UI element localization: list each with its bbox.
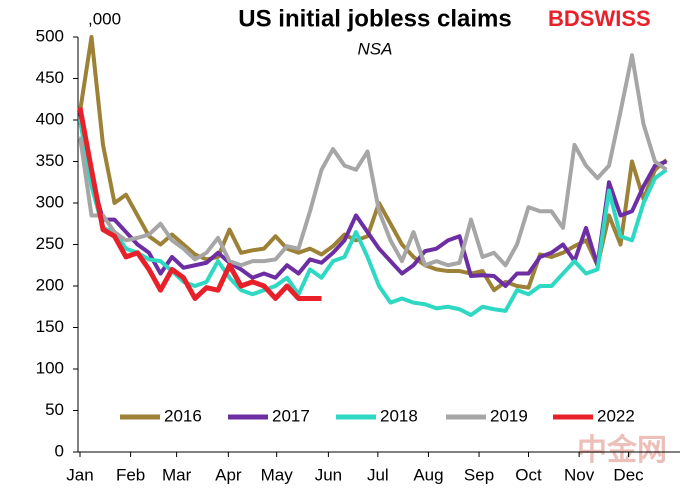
watermark: 中金网 — [577, 433, 667, 467]
x-tick-label: Oct — [515, 465, 542, 484]
y-tick-label: 100 — [36, 358, 64, 377]
x-tick-label: Sep — [464, 465, 494, 484]
y-tick-label: 500 — [36, 26, 64, 45]
x-tick-label: Jul — [367, 465, 389, 484]
legend-label: 2022 — [597, 406, 635, 425]
x-tick-label: May — [261, 465, 294, 484]
chart-title: US initial jobless claims — [238, 5, 511, 32]
series-line — [78, 111, 668, 288]
legend-label: 2017 — [272, 406, 310, 425]
y-tick-label: 300 — [36, 192, 64, 211]
y-tick-label: 50 — [45, 400, 64, 419]
x-tick-label: Apr — [215, 465, 242, 484]
x-tick-label: Feb — [116, 465, 145, 484]
y-tick-label: 250 — [36, 234, 64, 253]
logo: BDSWISS — [548, 6, 651, 31]
y-tick-label: 150 — [36, 317, 64, 336]
x-tick-label: Dec — [613, 465, 644, 484]
y-tick-label: 200 — [36, 275, 64, 294]
series-line — [78, 53, 668, 268]
y-tick-label: 0 — [55, 441, 64, 460]
unit-label: ,000 — [88, 9, 121, 28]
x-tick-label: Nov — [564, 465, 595, 484]
series-line — [77, 107, 322, 301]
y-tick-label: 450 — [36, 68, 64, 87]
x-tick-label: Mar — [162, 465, 192, 484]
chart-subtitle: NSA — [358, 39, 393, 58]
legend-label: 2016 — [164, 406, 202, 425]
legend-label: 2018 — [380, 406, 418, 425]
y-tick-label: 400 — [36, 109, 64, 128]
x-tick-label: Jan — [66, 465, 93, 484]
y-tick-label: 350 — [36, 151, 64, 170]
x-tick-label: Jun — [315, 465, 342, 484]
legend-label: 2019 — [490, 406, 528, 425]
x-tick-label: Aug — [413, 465, 443, 484]
